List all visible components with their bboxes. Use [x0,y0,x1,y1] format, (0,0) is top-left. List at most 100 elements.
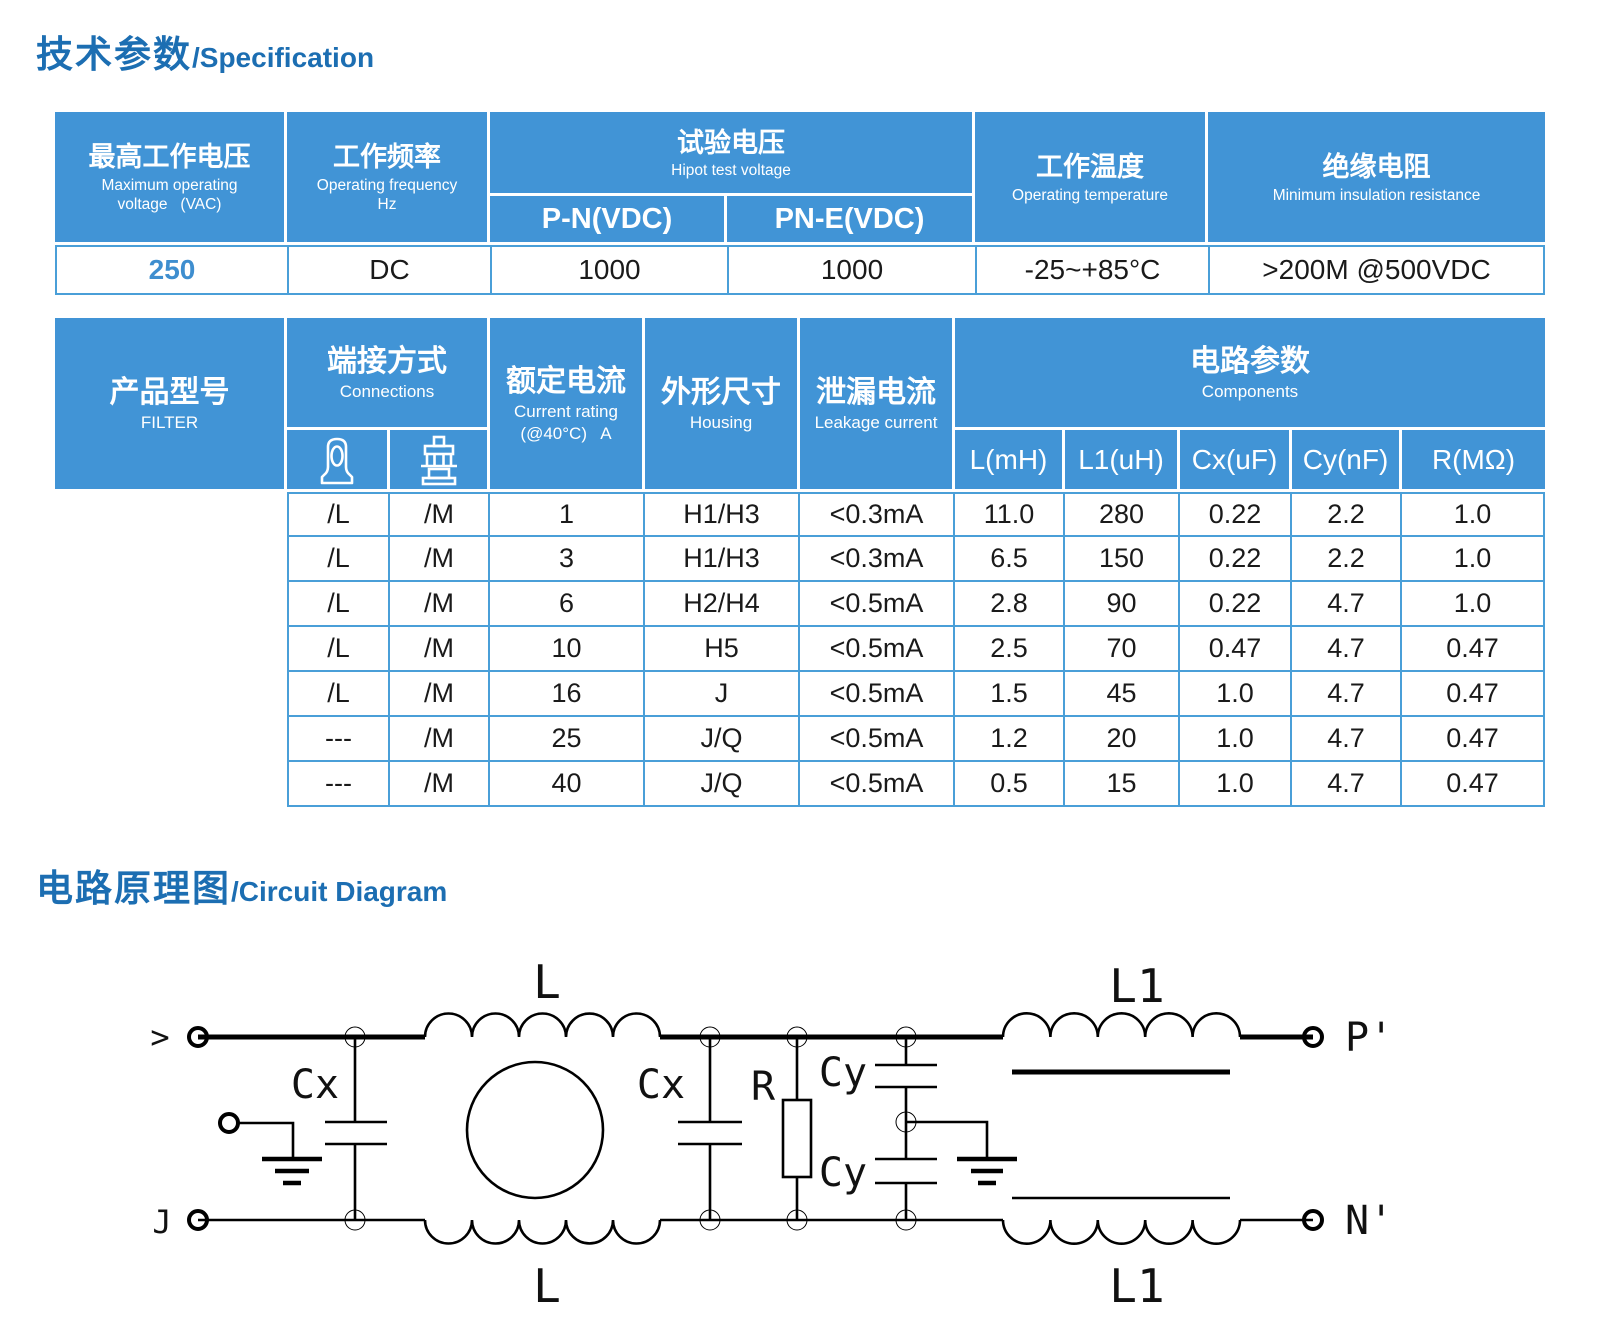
header-housing-zh: 外形尺寸 [661,375,781,409]
label-L1-top: L1 [1109,959,1164,1013]
cx-cell: 0.22 [1180,582,1292,627]
conn-pin-cell: /M [390,762,490,807]
wire-lines [198,1034,1313,1222]
filter-row: ME610D-3 /L /M 3 H1/H3 <0.3mA 6.5 150 0.… [55,537,1545,582]
model-cell: ME610D-16 [55,672,287,717]
conn-pin-cell: /M [390,672,490,717]
label-Cy-top: Cy [819,1050,867,1096]
spec-section-title: 技术参数/Specification [36,24,374,78]
value-max-voltage: 250 [55,245,287,295]
filter-row: ME610D-1 /L /M 1 H1/H3 <0.3mA 11.0 280 0… [55,492,1545,537]
capacitor-cy-pair [875,1037,937,1220]
header-pn-vdc: P-N(VDC) [490,196,727,245]
pin-terminal-icon [420,435,457,485]
header-model-en: FILTER [140,412,199,432]
current-cell: 40 [490,762,645,807]
value-frequency: DC [287,245,490,295]
r-cell: 1.0 [1402,492,1545,537]
label-L-bottom: L [533,1259,561,1313]
filter-row: ME610D-10 /L /M 10 H5 <0.5mA 2.5 70 0.47… [55,627,1545,672]
header-temperature: 工作温度 Operating temperature [975,112,1209,245]
header-leakage-en: Leakage current [814,412,938,432]
conn-lug-cell: /L [287,582,390,627]
filter-row: ME610D-16 /L /M 16 J <0.5mA 1.5 45 1.0 4… [55,672,1545,717]
cx-cell: 0.22 [1180,492,1292,537]
filter-row: ME610D-6 /L /M 6 H2/H4 <0.5mA 2.8 90 0.2… [55,582,1545,627]
cy-cell: 4.7 [1292,672,1402,717]
value-pn-vdc: 1000 [490,245,727,295]
conn-lug-cell: /L [287,627,390,672]
header-connections-zh: 端接方式 [327,344,447,378]
leakage-cell: <0.3mA [800,492,955,537]
l-cell: 6.5 [955,537,1065,582]
resistor-r [781,1037,813,1220]
current-cell: 10 [490,627,645,672]
l1-cell: 20 [1065,717,1180,762]
label-L1-bottom: L1 [1109,1259,1164,1313]
r-cell: 0.47 [1402,717,1545,762]
cx-cell: 0.47 [1180,627,1292,672]
model-cell: ME610D-3 [55,537,287,582]
header-hipot-zh: 试验电压 [677,127,785,158]
model-cell: ME610D-10 [55,627,287,672]
conn-pin-cell: /M [390,627,490,672]
header-max-voltage-zh: 最高工作电压 [88,142,251,173]
header-max-voltage: 最高工作电压 Maximum operating voltage (VAC) [55,112,287,245]
conn-pin-cell: /M [390,492,490,537]
conn-pin-cell: /M [390,582,490,627]
cx-cell: 1.0 [1180,717,1292,762]
leakage-cell: <0.5mA [800,672,955,717]
model-cell: ME610D-25 [55,717,287,762]
spec-title-zh: 技术参数 [36,34,192,75]
label-R: R [751,1064,776,1110]
r-cell: 0.47 [1402,762,1545,807]
header-components-en: Components [1201,381,1299,401]
header-connections: 端接方式 Connections [287,318,490,430]
header-insulation: 绝缘电阻 Minimum insulation resistance [1208,112,1546,245]
conn-pin-cell: /M [390,537,490,582]
junction-dots [344,1026,917,1231]
value-temperature: -25~+85°C [975,245,1209,295]
r-cell: 1.0 [1402,537,1545,582]
header-components: 电路参数 Components [955,318,1545,430]
r-cell: 0.47 [1402,627,1545,672]
cy-cell: 4.7 [1292,582,1402,627]
current-cell: 3 [490,537,645,582]
housing-cell: H1/H3 [645,492,800,537]
header-r-mohm: R(MΩ) [1402,430,1545,492]
housing-cell: H5 [645,627,800,672]
circuit-title-zh: 电路原理图 [36,868,231,909]
header-current-zh: 额定电流 [506,364,626,398]
header-housing: 外形尺寸 Housing [645,318,800,492]
header-hipot: 试验电压 Hipot test voltage [490,112,976,196]
r-cell: 1.0 [1402,582,1545,627]
leakage-cell: <0.5mA [800,717,955,762]
housing-cell: H1/H3 [645,537,800,582]
terminals [187,1026,1324,1231]
l-cell: 2.5 [955,627,1065,672]
l-cell: 1.5 [955,672,1065,717]
spec-values-row: 250 DC 1000 1000 -25~+85°C >200M @500VDC [55,245,1546,295]
lug-terminal-icon-header [287,430,390,492]
header-components-zh: 电路参数 [1190,344,1310,378]
header-max-voltage-en1: Maximum operating [101,176,238,194]
circuit-title-en: /Circuit Diagram [231,876,448,907]
cy-cell: 2.2 [1292,537,1402,582]
pin-terminal-icon-header [390,430,490,492]
inductor-L1-pair [1001,1012,1242,1245]
ground-left [236,1121,322,1186]
common-mode-choke-L [423,1012,662,1245]
filter-row: ME610D-40 --- /M 40 J/Q <0.5mA 0.5 15 1.… [55,762,1545,807]
label-output-top: P' [1345,1015,1393,1061]
housing-cell: J/Q [645,717,800,762]
header-hipot-en: Hipot test voltage [671,162,791,180]
current-cell: 1 [490,492,645,537]
label-input-bottom: J [152,1203,171,1241]
header-l1-uh: L1(uH) [1065,430,1180,492]
circuit-labels: L L L1 L1 Cx Cx R Cy Cy > J P' N' [150,955,1393,1313]
leakage-cell: <0.3mA [800,537,955,582]
cy-cell: 2.2 [1292,492,1402,537]
header-temperature-zh: 工作温度 [1036,152,1145,183]
capacitor-cx-left [325,1037,387,1220]
